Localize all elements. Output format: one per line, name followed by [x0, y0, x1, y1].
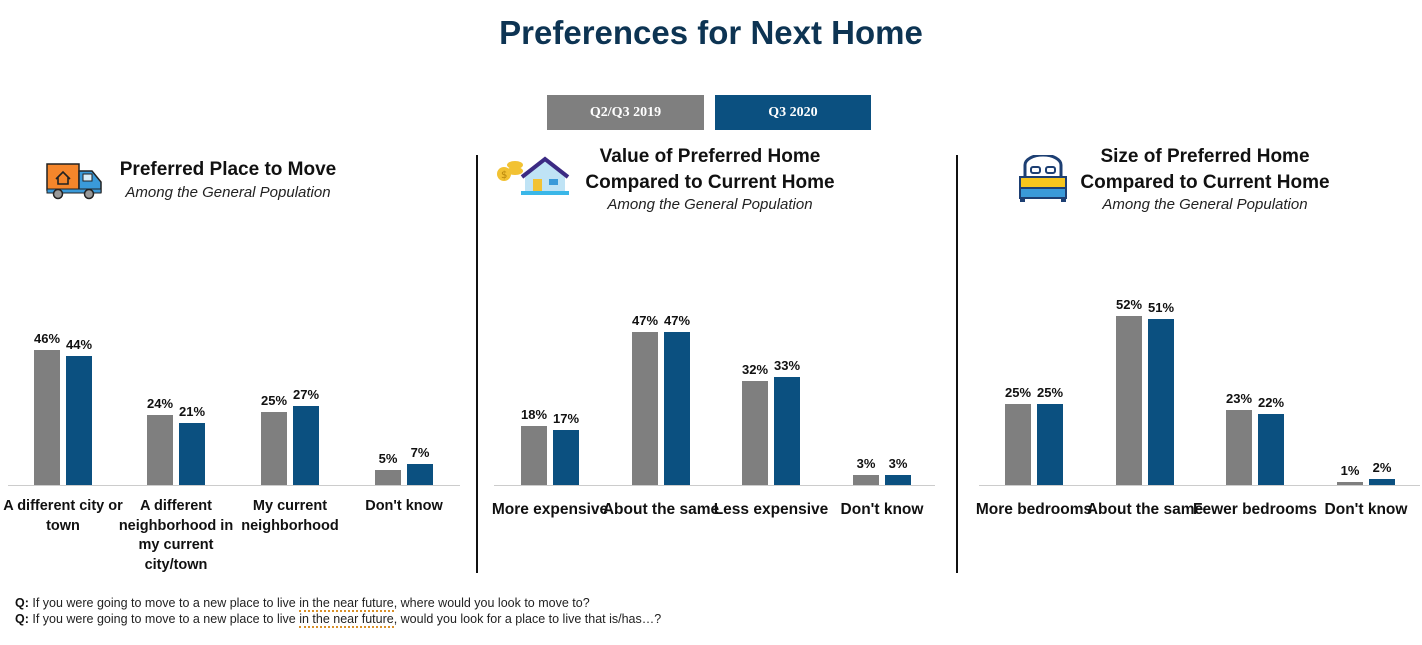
data-label: 25% — [1036, 384, 1064, 400]
bar — [742, 380, 768, 485]
data-label: 47% — [663, 312, 691, 328]
x-axis — [494, 485, 935, 486]
data-label: 1% — [1340, 462, 1360, 478]
category-label: Don't know — [840, 501, 924, 518]
data-label: 22% — [1257, 394, 1285, 410]
category-label: My current neighborhood — [241, 498, 339, 534]
data-label: 24% — [146, 395, 174, 411]
panel-subtitle: Among the General Population — [607, 196, 813, 213]
data-label: 27% — [292, 386, 320, 402]
question-1: Q: If you were going to move to a new pl… — [15, 596, 590, 612]
bar — [1369, 478, 1395, 485]
data-label: 2% — [1372, 459, 1392, 475]
data-label: 23% — [1225, 391, 1253, 407]
bed-icon — [1019, 155, 1067, 202]
data-label: 25% — [260, 392, 288, 408]
x-axis — [8, 485, 460, 486]
bar — [1148, 319, 1174, 485]
bar — [885, 475, 911, 485]
data-label: 7% — [410, 445, 430, 461]
bar — [853, 475, 879, 485]
category-label: More bedrooms — [975, 501, 1093, 518]
data-label: 25% — [1004, 384, 1032, 400]
data-label: 51% — [1147, 300, 1175, 316]
category-label: A different city or town — [3, 498, 123, 534]
legend-item-2019: Q2/Q3 2019 — [547, 95, 704, 130]
category-label: About the same — [1086, 501, 1204, 518]
moving-truck-icon — [46, 163, 102, 200]
data-label: 44% — [65, 337, 93, 353]
category-label: About the same — [602, 501, 720, 518]
panel-subtitle: Among the General Population — [125, 184, 331, 201]
bar — [66, 356, 92, 485]
panel-title-line2: Compared to Current Home — [1080, 172, 1330, 193]
category-label: More expensive — [491, 501, 609, 518]
bar — [261, 411, 287, 485]
bar — [521, 426, 547, 485]
divider — [956, 155, 958, 573]
data-label: 17% — [552, 410, 580, 426]
bar — [1258, 413, 1284, 485]
panel-title: Preferred Place to Move — [119, 159, 337, 180]
bar — [774, 377, 800, 485]
panel-subtitle: Among the General Population — [1102, 196, 1308, 213]
data-label: 3% — [856, 456, 876, 472]
data-label: 5% — [378, 451, 398, 467]
data-label: 46% — [33, 331, 61, 347]
bar — [1037, 403, 1063, 485]
legend-item-2020: Q3 2020 — [715, 95, 871, 130]
bar — [179, 423, 205, 485]
bar — [375, 470, 401, 485]
divider — [476, 155, 478, 573]
bar — [1226, 410, 1252, 485]
data-label: 52% — [1115, 297, 1143, 312]
panel-title-line1: Size of Preferred Home — [1100, 146, 1310, 167]
bar — [1337, 481, 1363, 485]
x-axis — [979, 485, 1420, 486]
house-coins-icon: $ — [497, 156, 570, 195]
bar — [632, 331, 658, 485]
panel-title-line2: Compared to Current Home — [585, 172, 835, 193]
bar — [664, 331, 690, 485]
bar — [293, 405, 319, 485]
data-label: 18% — [520, 407, 548, 423]
data-label: 33% — [773, 358, 801, 374]
category-label: Fewer bedrooms — [1192, 501, 1318, 518]
page-title: Preferences for Next Home — [499, 14, 923, 51]
bar — [1116, 316, 1142, 485]
bar — [34, 350, 60, 485]
category-label: Don't know — [1324, 501, 1408, 518]
bar — [1005, 403, 1031, 485]
svg-text:$: $ — [501, 170, 507, 181]
category-label: Don't know — [365, 498, 443, 514]
data-label: 3% — [888, 456, 908, 472]
data-label: 47% — [631, 312, 659, 328]
bar — [407, 464, 433, 485]
bar — [147, 414, 173, 485]
panel-title-line1: Value of Preferred Home — [599, 146, 821, 167]
category-label: A different neighborhood in my current c… — [118, 498, 234, 573]
data-label: 21% — [178, 404, 206, 420]
category-label: Less expensive — [713, 501, 829, 518]
data-label: 32% — [741, 361, 769, 377]
bar — [553, 429, 579, 485]
question-2: Q: If you were going to move to a new pl… — [15, 612, 662, 628]
